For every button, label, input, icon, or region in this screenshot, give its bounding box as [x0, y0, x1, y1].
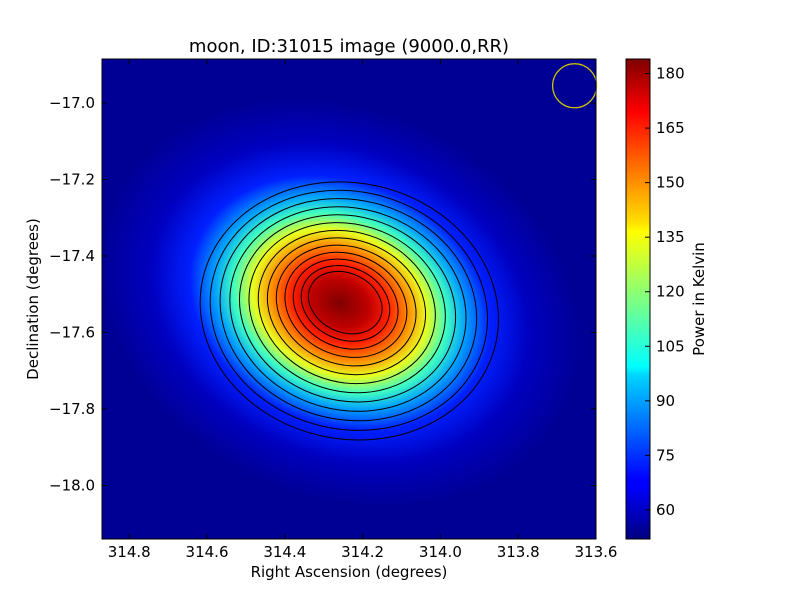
colorbar-tick-label: 180 — [656, 65, 685, 83]
colorbar: 60 75 90 105 120 135 150 165 180 Power in Kelvin — [625, 58, 708, 540]
y-tick-label: −17.2 — [49, 170, 95, 188]
colorbar-tick-label: 90 — [656, 392, 675, 410]
contour-line — [199, 181, 499, 441]
plot-frame — [101, 58, 597, 540]
colorbar-gradient — [625, 58, 651, 540]
colorbar-tick-label: 75 — [656, 446, 675, 464]
y-tick-label: −17.4 — [49, 247, 95, 265]
y-tick-label: −17.6 — [49, 323, 95, 341]
contour-line — [229, 206, 467, 412]
contour-line — [209, 189, 488, 431]
contour-line — [257, 229, 436, 385]
x-tick-label: 314.8 — [108, 543, 151, 561]
x-axis-label: Right Ascension (degrees) — [251, 563, 448, 581]
colorbar-label: Power in Kelvin — [690, 242, 708, 356]
x-axis-ticks: 314.8 314.6 314.4 314.2 314.0 313.8 313.6 — [108, 59, 618, 561]
y-tick-label: −18.0 — [49, 476, 95, 494]
y-tick-label: −17.8 — [49, 400, 95, 418]
beam-circle — [552, 63, 598, 109]
x-tick-label: 313.8 — [497, 543, 540, 561]
colorbar-tick-label: 165 — [656, 119, 685, 137]
plot-area: 314.8 314.6 314.4 314.2 314.0 313.8 313.6 −17.… — [49, 58, 618, 561]
contour-line — [307, 270, 383, 335]
x-tick-label: 314.0 — [419, 543, 462, 561]
colorbar-ticks: 60 75 90 105 120 135 150 165 180 — [645, 65, 685, 519]
y-tick-label: −17.0 — [49, 94, 95, 112]
colorbar-tick-label: 150 — [656, 174, 685, 192]
contour-line — [248, 222, 446, 394]
contour-line — [266, 237, 427, 376]
contour-line — [238, 214, 457, 403]
colorbar-tick-label: 60 — [656, 501, 675, 519]
x-tick-label: 313.6 — [575, 543, 618, 561]
x-tick-label: 314.6 — [186, 543, 229, 561]
contour-line — [300, 265, 391, 342]
colorbar-tick-label: 105 — [656, 337, 685, 355]
colorbar-tick-label: 120 — [656, 283, 685, 301]
y-axis-label: Declination (degrees) — [24, 218, 42, 380]
contour-line — [219, 198, 478, 422]
colorbar-tick-label: 135 — [656, 228, 685, 246]
contour-line — [284, 251, 408, 358]
x-tick-label: 314.2 — [341, 543, 384, 561]
x-tick-label: 314.4 — [263, 543, 306, 561]
contour-line — [292, 258, 399, 350]
chart-title: moon, ID:31015 image (9000.0,RR) — [189, 36, 509, 57]
y-axis-ticks: −17.0 −17.2 −17.4 −17.6 −17.8 −18.0 — [49, 94, 596, 494]
contour-line — [275, 244, 417, 367]
contour-lines — [199, 181, 499, 441]
heatmap-image — [102, 59, 596, 539]
